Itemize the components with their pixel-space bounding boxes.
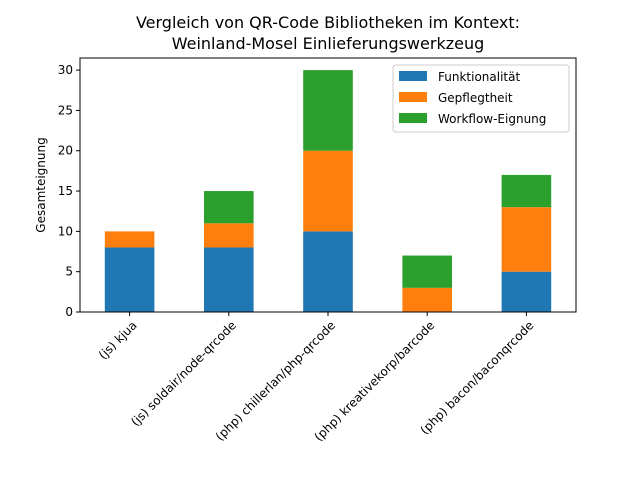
y-tick-label: 0 bbox=[65, 305, 73, 319]
y-axis-label: Gesamteignung bbox=[34, 137, 48, 232]
legend-swatch bbox=[399, 113, 427, 123]
y-tick-label: 10 bbox=[58, 224, 73, 238]
x-tick-label: (js) kjua bbox=[96, 318, 140, 362]
y-tick-label: 5 bbox=[65, 265, 73, 279]
bar-segment bbox=[104, 231, 155, 248]
bar-segment bbox=[204, 223, 254, 248]
legend-label: Workflow-Eignung bbox=[438, 112, 546, 126]
bar-segment bbox=[303, 231, 353, 312]
x-tick-label: (js) soldair/node-qrcode bbox=[128, 318, 239, 429]
bar-segment bbox=[104, 247, 155, 312]
x-tick-label: (php) chillerlan/php-qrcode bbox=[213, 318, 338, 443]
y-tick-label: 25 bbox=[58, 103, 73, 117]
bar-segment bbox=[204, 191, 254, 224]
bar-segment bbox=[501, 207, 552, 272]
legend-swatch bbox=[399, 92, 427, 102]
bar-segment bbox=[204, 247, 254, 312]
chart-title-line-2: Weinland-Mosel Einlieferungswerkzeug bbox=[172, 34, 485, 53]
legend-frame bbox=[392, 64, 570, 133]
bar-segment bbox=[303, 70, 353, 151]
bar-segment bbox=[402, 287, 452, 312]
y-tick-label: 30 bbox=[58, 63, 73, 77]
bar-segment bbox=[501, 174, 552, 208]
chart-title-line-1: Vergleich von QR-Code Bibliotheken im Ko… bbox=[136, 13, 520, 32]
y-tick-label: 15 bbox=[58, 184, 73, 198]
bar-segment bbox=[402, 255, 452, 288]
x-tick-label: (php) bacon/baconqrcode bbox=[417, 318, 536, 437]
legend-label: Funktionalität bbox=[438, 70, 520, 84]
bar-segment bbox=[501, 271, 552, 312]
y-tick-label: 20 bbox=[58, 144, 73, 158]
legend-swatch bbox=[399, 71, 427, 81]
legend: Funktionalität Gepflegtheit Workflow-Eignu… bbox=[392, 64, 570, 133]
legend-label: Gepflegtheit bbox=[438, 91, 513, 105]
bar-segment bbox=[303, 150, 353, 232]
